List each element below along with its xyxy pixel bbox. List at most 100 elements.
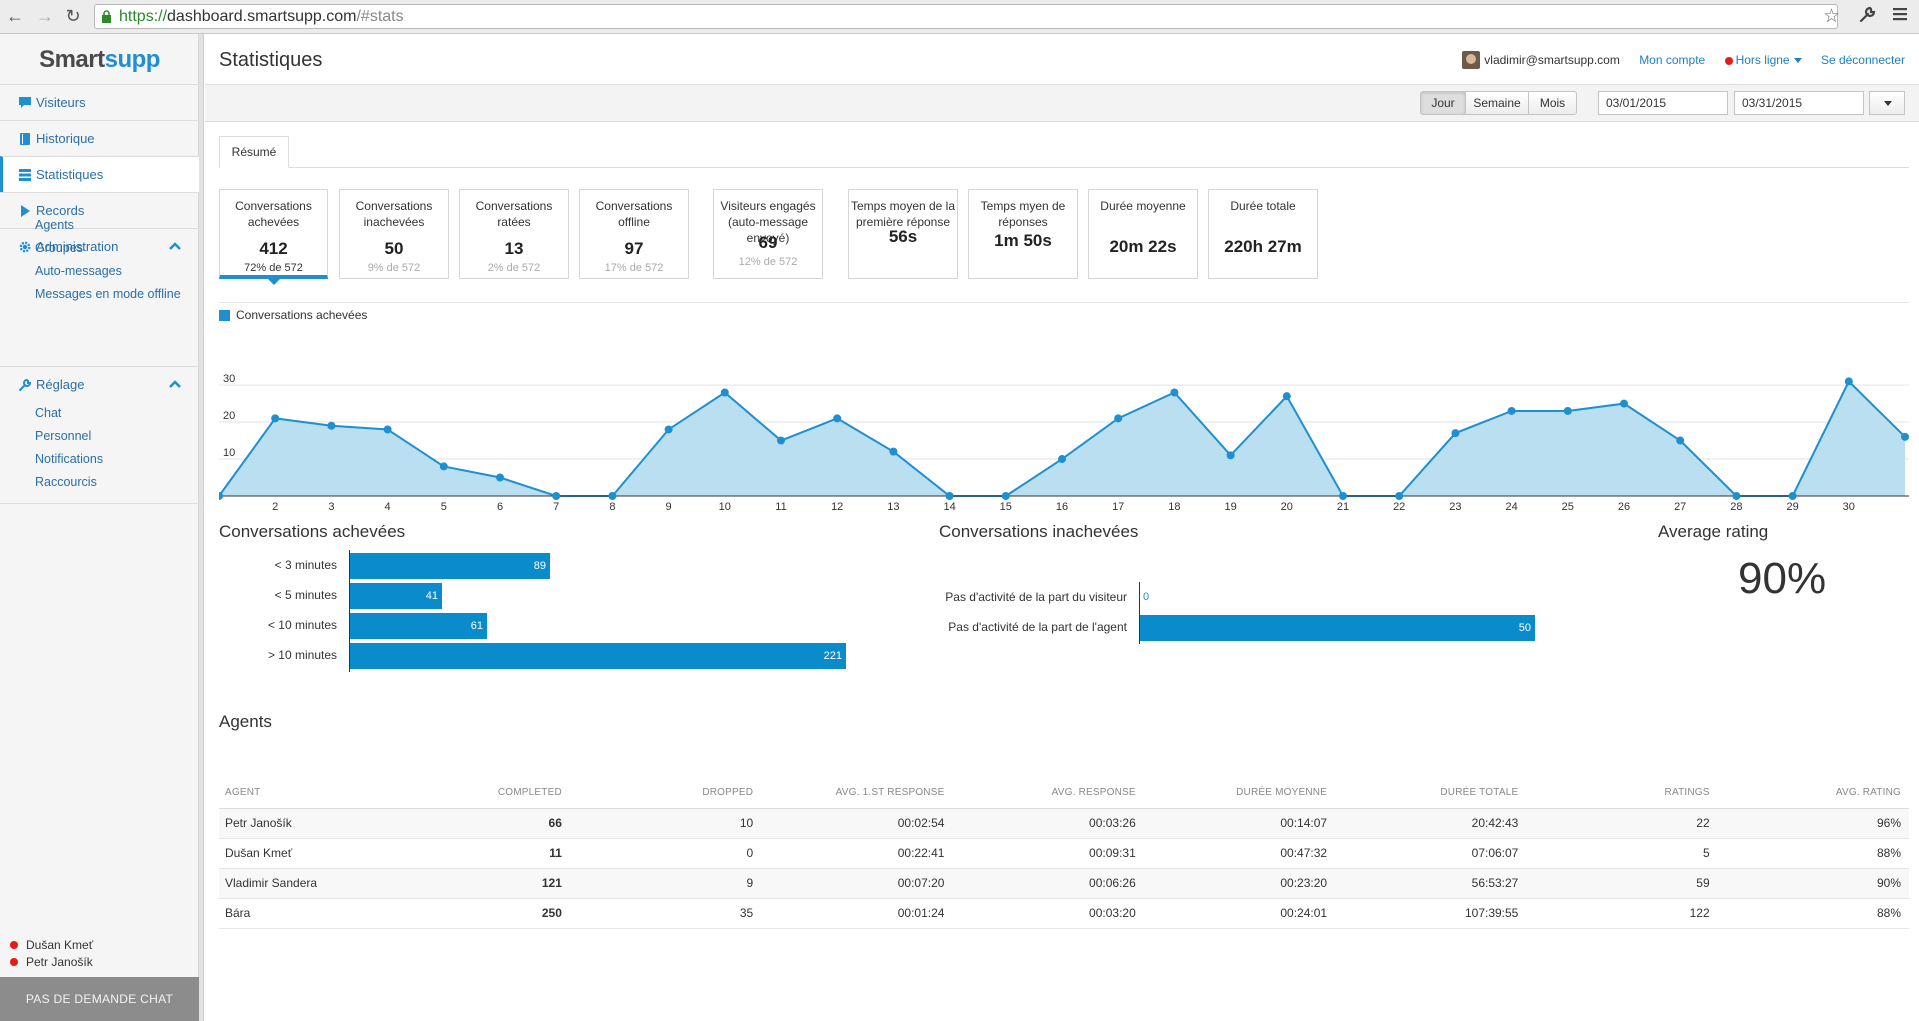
range-week-button[interactable]: Semaine [1465, 91, 1529, 115]
col-ratings[interactable]: Ratings [1526, 778, 1718, 809]
data-point[interactable] [1114, 414, 1123, 423]
stat-card-offline[interactable]: Conversations offline 97 17% de 572 [579, 189, 689, 279]
data-point[interactable] [271, 414, 280, 423]
sidebar-item-historique[interactable]: Historique [0, 120, 199, 156]
col-total-duration[interactable]: Durée totale [1335, 778, 1527, 809]
sidebar-item-records[interactable]: Records [0, 192, 199, 228]
data-point[interactable] [327, 421, 336, 430]
stat-card-completed[interactable]: Conversations achevées 412 72% de 572 [219, 189, 328, 285]
sidebar-sub-agents[interactable]: Agents [35, 218, 74, 232]
bookmark-star-icon[interactable]: ☆ [1823, 6, 1841, 27]
table-cell: 59 [1526, 868, 1718, 899]
account-link[interactable]: Mon compte [1639, 53, 1706, 67]
data-point[interactable] [889, 447, 898, 456]
sidebar-sub-raccourcis[interactable]: Raccourcis [35, 475, 97, 489]
col-avg-duration[interactable]: Durée moyenne [1143, 778, 1336, 809]
data-point[interactable] [1563, 406, 1572, 415]
bar-category-label: Pas d'activité de la part du visiteur [945, 590, 1127, 604]
sidebar-sub-chat[interactable]: Chat [35, 406, 62, 420]
bar[interactable]: 61 [350, 613, 487, 639]
data-point[interactable] [496, 473, 504, 482]
chevron-up-icon[interactable] [169, 241, 181, 251]
col-completed[interactable]: Completed [378, 778, 570, 809]
sidebar-splitter[interactable] [199, 34, 204, 1021]
data-point[interactable] [1395, 492, 1404, 500]
stat-card-avg-duration[interactable]: Durée moyenne 20m 22s [1088, 189, 1198, 279]
data-point[interactable] [1282, 392, 1291, 401]
sidebar-item-administration[interactable]: Administration [0, 228, 199, 264]
data-point[interactable] [945, 492, 954, 500]
data-point[interactable] [720, 388, 729, 397]
data-point[interactable] [1226, 451, 1235, 460]
x-tick-label: 30 [1843, 501, 1855, 513]
range-month-button[interactable]: Mois [1528, 91, 1577, 115]
online-user[interactable]: Dušan Kmeť [10, 938, 93, 952]
range-day-button[interactable]: Jour [1420, 91, 1466, 115]
col-first-response[interactable]: Avg. 1.st response [761, 778, 953, 809]
chevron-up-icon[interactable] [169, 379, 181, 389]
data-point[interactable] [1620, 399, 1628, 408]
sidebar-sub-notifications[interactable]: Notifications [35, 452, 104, 466]
data-point[interactable] [777, 436, 785, 445]
stat-card-engaged[interactable]: Visiteurs engagés (auto-message envoyé) … [713, 189, 823, 279]
data-point[interactable] [1170, 388, 1179, 397]
sidebar-sub-offline-messages[interactable]: Messages en mode offline [35, 287, 181, 301]
card-label: Temps moyen de la première réponse [850, 199, 956, 229]
bar[interactable]: 221 [350, 643, 846, 669]
data-point[interactable] [1058, 455, 1066, 464]
col-avg-response[interactable]: Avg. response [952, 778, 1144, 809]
data-point[interactable] [383, 425, 392, 434]
data-point[interactable] [1451, 429, 1460, 438]
col-avg-rating[interactable]: Avg. rating [1717, 778, 1909, 809]
address-bar[interactable]: https://dashboard.smartsupp.com/#stats [94, 4, 1838, 29]
data-point[interactable] [219, 492, 223, 500]
data-point[interactable] [608, 492, 617, 500]
col-dropped[interactable]: Dropped [569, 778, 762, 809]
stat-card-total-duration[interactable]: Durée totale 220h 27m [1208, 189, 1318, 279]
bar[interactable]: 41 [350, 583, 442, 609]
smartsupp-logo[interactable]: Smartsupp [0, 46, 199, 74]
chat-request-button[interactable]: PAS DE DEMANDE CHAT [0, 977, 199, 1021]
table-cell: 00:03:26 [952, 808, 1144, 839]
stat-card-missed[interactable]: Conversations ratées 13 2% de 572 [459, 189, 569, 279]
data-point[interactable] [1788, 492, 1797, 500]
bar-value-label: 0 [1143, 591, 1150, 603]
stat-card-avg-response[interactable]: Temps myen de réponses 1m 50s [968, 189, 1078, 279]
menu-icon[interactable] [1893, 6, 1909, 27]
sidebar-item-visiteurs[interactable]: Visiteurs [0, 84, 199, 120]
col-agent[interactable]: Agent [219, 778, 379, 809]
status-dropdown[interactable]: Hors ligne [1724, 53, 1802, 67]
sidebar-sub-auto-messages[interactable]: Auto-messages [35, 264, 122, 278]
sidebar-item-statistiques[interactable]: Statistiques [0, 156, 199, 192]
sidebar-sub-groupes[interactable]: Groupes [35, 241, 83, 255]
forward-arrow-icon[interactable]: → [36, 6, 54, 26]
data-point[interactable] [1844, 377, 1853, 386]
data-point[interactable] [552, 492, 561, 500]
online-user[interactable]: Petr Janošík [10, 955, 93, 969]
data-point[interactable] [664, 425, 673, 434]
data-point[interactable] [439, 462, 448, 471]
back-arrow-icon[interactable]: ← [6, 6, 24, 26]
bar[interactable]: 50 [1140, 615, 1535, 641]
data-point[interactable] [1676, 436, 1685, 445]
data-point[interactable] [1001, 492, 1010, 500]
sidebar-sub-personnel[interactable]: Personnel [35, 429, 92, 443]
chart-legend[interactable]: Conversations achevées [219, 308, 367, 322]
data-point[interactable] [1901, 432, 1909, 441]
tab-summary[interactable]: Résumé [219, 136, 289, 168]
wrench-tool-icon[interactable] [1858, 6, 1876, 29]
data-point[interactable] [1339, 492, 1347, 500]
logout-link[interactable]: Se déconnecter [1820, 53, 1905, 67]
bar[interactable]: 89 [350, 553, 550, 579]
data-point[interactable] [1507, 406, 1516, 415]
table-cell: 00:24:01 [1143, 898, 1336, 929]
data-point[interactable] [833, 414, 842, 423]
date-dropdown-button[interactable] [1869, 91, 1905, 115]
reload-icon[interactable]: ↻ [65, 6, 81, 26]
stat-card-uncompleted[interactable]: Conversations inachevées 50 9% de 572 [339, 189, 449, 279]
data-point[interactable] [1732, 492, 1741, 500]
date-from-input[interactable] [1598, 91, 1728, 115]
date-to-input[interactable] [1734, 91, 1864, 115]
sidebar-item-reglage[interactable]: Réglage [0, 366, 199, 402]
stat-card-first-response[interactable]: Temps moyen de la première réponse 56s [848, 189, 958, 279]
